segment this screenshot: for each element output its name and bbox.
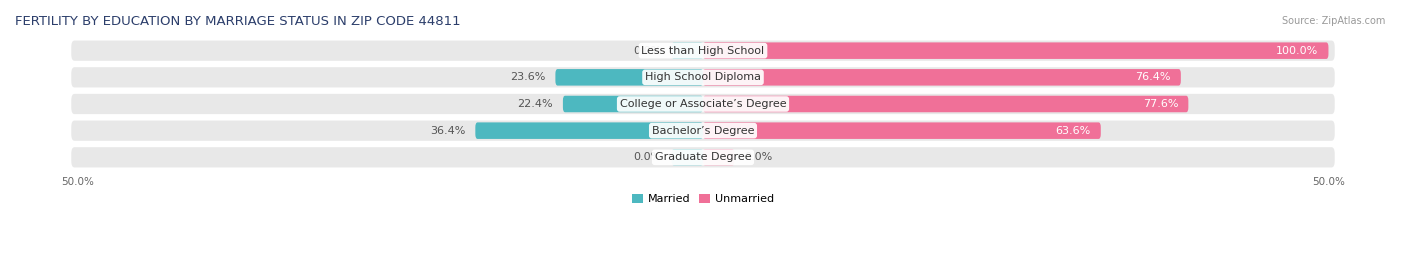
- Text: 0.0%: 0.0%: [744, 152, 772, 162]
- Text: 0.0%: 0.0%: [634, 46, 662, 56]
- Text: Graduate Degree: Graduate Degree: [655, 152, 751, 162]
- FancyBboxPatch shape: [72, 41, 1334, 61]
- FancyBboxPatch shape: [72, 67, 1334, 87]
- FancyBboxPatch shape: [703, 43, 1329, 59]
- Text: FERTILITY BY EDUCATION BY MARRIAGE STATUS IN ZIP CODE 44811: FERTILITY BY EDUCATION BY MARRIAGE STATU…: [15, 15, 461, 28]
- Text: 23.6%: 23.6%: [510, 72, 546, 82]
- FancyBboxPatch shape: [703, 96, 1188, 112]
- FancyBboxPatch shape: [72, 147, 1334, 168]
- FancyBboxPatch shape: [562, 96, 703, 112]
- Text: 76.4%: 76.4%: [1135, 72, 1171, 82]
- Text: 63.6%: 63.6%: [1056, 126, 1091, 136]
- Text: College or Associate’s Degree: College or Associate’s Degree: [620, 99, 786, 109]
- Text: 22.4%: 22.4%: [517, 99, 553, 109]
- Text: 77.6%: 77.6%: [1143, 99, 1178, 109]
- FancyBboxPatch shape: [72, 94, 1334, 114]
- Text: Less than High School: Less than High School: [641, 46, 765, 56]
- Text: High School Diploma: High School Diploma: [645, 72, 761, 82]
- FancyBboxPatch shape: [555, 69, 703, 86]
- Text: 36.4%: 36.4%: [430, 126, 465, 136]
- FancyBboxPatch shape: [672, 43, 703, 59]
- Text: Source: ZipAtlas.com: Source: ZipAtlas.com: [1281, 16, 1385, 26]
- FancyBboxPatch shape: [703, 69, 1181, 86]
- Text: Bachelor’s Degree: Bachelor’s Degree: [652, 126, 754, 136]
- FancyBboxPatch shape: [672, 149, 703, 166]
- Text: 100.0%: 100.0%: [1277, 46, 1319, 56]
- Legend: Married, Unmarried: Married, Unmarried: [627, 189, 779, 209]
- FancyBboxPatch shape: [703, 122, 1101, 139]
- FancyBboxPatch shape: [72, 121, 1334, 141]
- Text: 0.0%: 0.0%: [634, 152, 662, 162]
- FancyBboxPatch shape: [475, 122, 703, 139]
- FancyBboxPatch shape: [703, 149, 734, 166]
